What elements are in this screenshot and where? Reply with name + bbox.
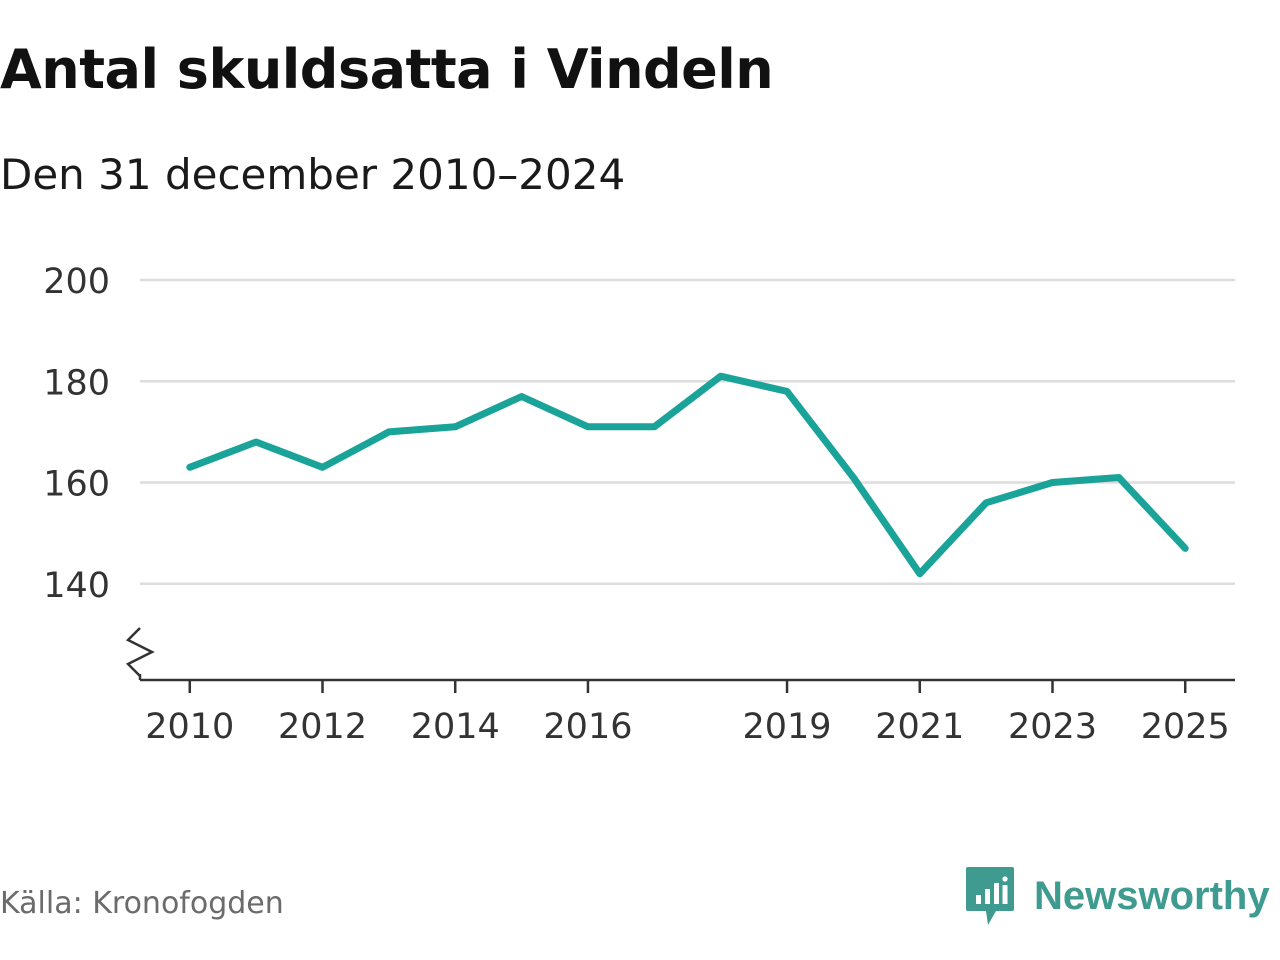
- x-tick-label: 2021: [875, 707, 964, 747]
- x-tick-label: 2023: [1008, 707, 1097, 747]
- y-tick-label: 180: [43, 363, 110, 403]
- source-note: Källa: Kronofogden: [0, 886, 284, 921]
- brand-name: Newsworthy: [1034, 873, 1270, 918]
- x-tick-label: 2025: [1141, 707, 1230, 747]
- y-tick-label: 200: [43, 262, 110, 302]
- x-tick-label: 2010: [145, 707, 234, 747]
- y-tick-label: 160: [43, 465, 110, 505]
- newsworthy-logo-icon: [966, 867, 1014, 925]
- brand-logo[interactable]: Newsworthy: [964, 864, 1270, 928]
- x-tick-label: 2016: [543, 707, 632, 747]
- y-axis-break: [125, 627, 155, 677]
- x-tick-label: 2014: [411, 707, 500, 747]
- y-tick-label: 140: [43, 566, 110, 606]
- series-line: [186, 372, 1189, 578]
- chart-title: Antal skuldsatta i Vindeln: [0, 38, 774, 101]
- chart-subtitle: Den 31 december 2010–2024: [0, 150, 626, 199]
- x-tick-label: 2012: [278, 707, 367, 747]
- x-tick-label: 2019: [743, 707, 832, 747]
